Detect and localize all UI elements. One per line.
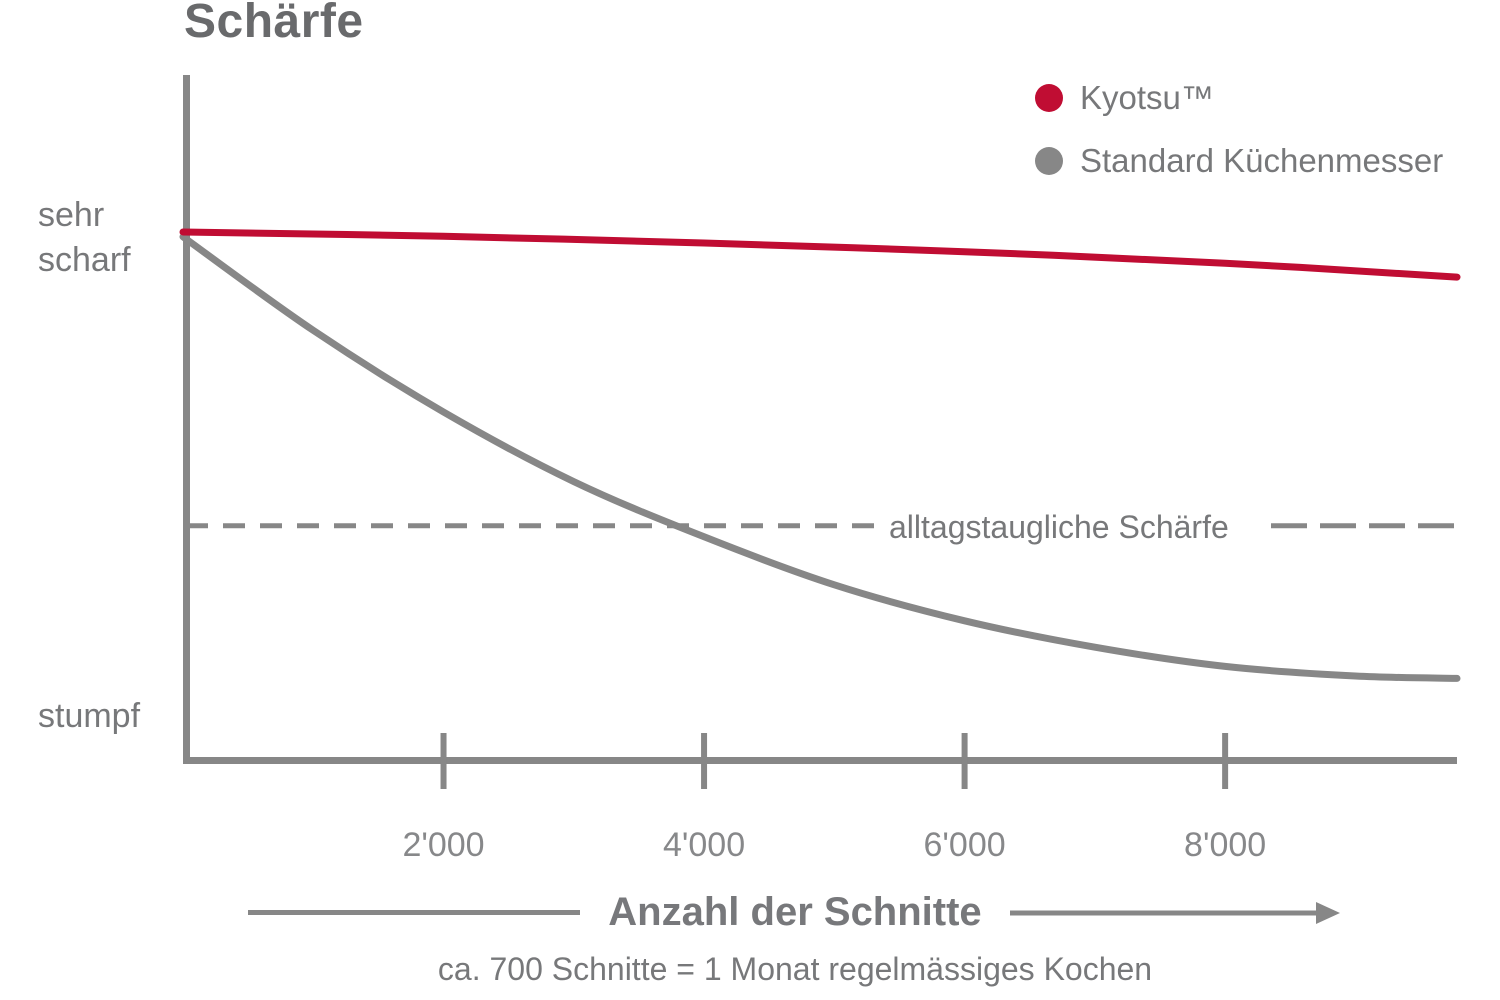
x-tick-label: 2'000 bbox=[402, 826, 484, 864]
x-tick-label: 6'000 bbox=[924, 826, 1006, 864]
x-tick-label: 8'000 bbox=[1184, 826, 1266, 864]
kyotsu-dot-icon bbox=[1035, 84, 1063, 112]
threshold-label: alltagstaugliche Schärfe bbox=[889, 509, 1229, 545]
legend-label-kyotsu: Kyotsu™ bbox=[1080, 79, 1214, 116]
x-axis-arrow-icon bbox=[1009, 901, 1340, 924]
series-line-standard bbox=[179, 233, 1461, 682]
legend-item-standard: Standard Küchenmesser bbox=[1035, 142, 1443, 180]
x-axis-label-row: Anzahl der Schnitte bbox=[90, 890, 1500, 935]
x-axis-label: Anzahl der Schnitte bbox=[608, 890, 982, 934]
series-line-kyotsu bbox=[179, 228, 1461, 281]
legend-label-standard: Standard Küchenmesser bbox=[1080, 142, 1444, 179]
standard-dot-icon bbox=[1035, 147, 1063, 175]
x-axis-block: Anzahl der Schnitte ca. 700 Schnitte = 1… bbox=[90, 890, 1500, 988]
y-axis-label-top: sehr scharf bbox=[38, 196, 131, 279]
chart-caption: ca. 700 Schnitte = 1 Monat regelmässiges… bbox=[437, 951, 1153, 987]
y-axis-label-bottom: stumpf bbox=[38, 697, 141, 735]
x-tick-label: 4'000 bbox=[663, 826, 745, 864]
legend: Kyotsu™ Standard Küchenmesser bbox=[1035, 79, 1443, 180]
x-axis-left-line bbox=[248, 910, 581, 915]
page-title: Schärfe bbox=[184, 0, 364, 48]
legend-item-kyotsu: Kyotsu™ bbox=[1035, 79, 1443, 117]
